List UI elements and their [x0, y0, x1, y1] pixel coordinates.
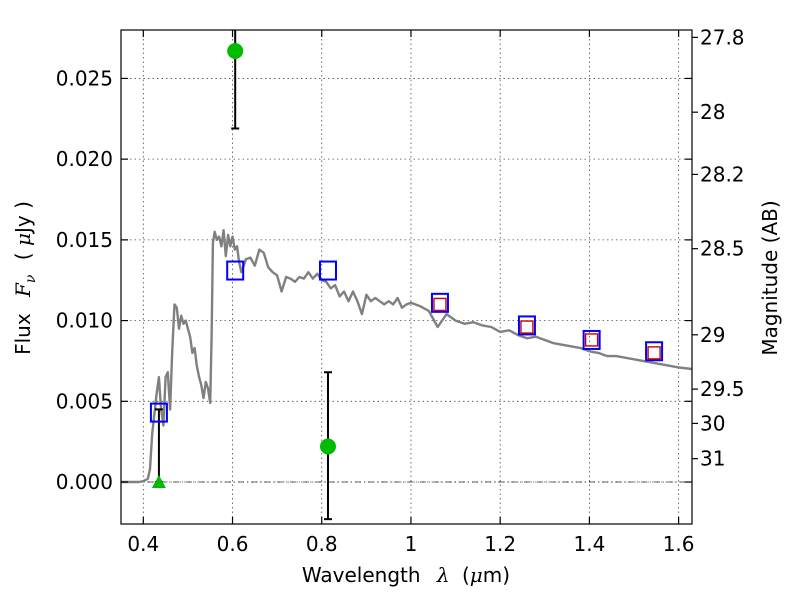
x-tick-label-6: 1.6 — [663, 532, 695, 556]
upper-limit-marker-0 — [151, 475, 166, 489]
model-photometry-square-5 — [582, 329, 601, 350]
model-photometry-square-6 — [645, 341, 664, 362]
nir-photometry-square-0 — [433, 297, 447, 312]
x-axis-label-prefix: Wavelength — [302, 563, 421, 587]
right-tick-label-1: 28 — [700, 100, 725, 124]
x-axis-label: Wavelength λ (μm) — [302, 563, 510, 587]
y-tick-label-0: 0.000 — [56, 470, 113, 494]
nir-photometry-square-3 — [647, 346, 661, 360]
y-tick-label-5: 0.025 — [56, 66, 113, 90]
plot-area — [121, 30, 693, 521]
left-axis-ticks: 0.000 0.005 0.010 0.015 0.020 0.025 — [56, 66, 692, 494]
x-tick-label-4: 1.2 — [484, 532, 516, 556]
right-axis-ticks: 27.8 28 28.2 28.5 29 29.5 30 31 — [692, 25, 745, 471]
x-axis-label-unit-open: ( — [462, 563, 470, 587]
y-axis-label: Flux Fν ( μJy ) — [11, 201, 40, 355]
right-tick-label-3: 28.5 — [700, 237, 745, 261]
detection-marker-1 — [319, 438, 336, 455]
nir-photometry-square-2 — [584, 333, 599, 347]
x-axis-label-unit-mu: μ — [470, 563, 483, 587]
right-axis-label: Magnitude (AB) — [758, 200, 782, 355]
detection-marker-0 — [227, 42, 244, 59]
x-tick-label-5: 1.4 — [573, 532, 605, 556]
x-tick-label-3: 1 — [405, 532, 418, 556]
right-tick-label-4: 29 — [700, 323, 725, 347]
model-sed-curve — [121, 229, 693, 484]
model-photometry-square-3 — [430, 292, 449, 313]
y-tick-label-2: 0.010 — [56, 309, 113, 333]
right-tick-label-0: 27.8 — [700, 25, 745, 49]
plot-frame — [120, 29, 693, 525]
y-axis-label-prefix: Flux — [11, 313, 35, 355]
right-tick-label-7: 31 — [700, 447, 725, 471]
x-tick-label-1: 0.6 — [217, 532, 249, 556]
bottom-axis-ticks: 0.4 0.6 0.8 1 1.2 1.4 1.6 — [127, 30, 695, 556]
model-photometry-square-1 — [226, 260, 245, 281]
photometry-markers — [149, 42, 664, 489]
y-tick-label-3: 0.015 — [56, 228, 113, 252]
y-axis-label-unit-mu: μ — [11, 233, 35, 246]
model-photometry-square-2 — [318, 260, 337, 281]
y-axis-label-symbol: F — [11, 282, 35, 298]
right-tick-label-2: 28.2 — [700, 162, 745, 186]
right-tick-label-5: 29.5 — [700, 377, 745, 401]
x-axis-label-unit-rest: m) — [483, 563, 510, 587]
x-tick-label-2: 0.8 — [306, 532, 338, 556]
y-axis-label-unit-rest: Jy ) — [11, 201, 35, 235]
y-axis-label-unit-open: ( — [11, 246, 35, 260]
model-photometry-square-0 — [149, 402, 168, 423]
y-axis-label-sub: ν — [23, 274, 39, 283]
y-tick-label-1: 0.005 — [56, 389, 113, 413]
nir-photometry-square-1 — [520, 320, 534, 334]
y-tick-label-4: 0.020 — [56, 147, 113, 171]
x-tick-label-0: 0.4 — [127, 532, 159, 556]
x-axis-label-symbol: λ — [436, 563, 450, 587]
right-tick-label-6: 30 — [700, 411, 725, 435]
model-photometry-square-4 — [517, 315, 536, 336]
